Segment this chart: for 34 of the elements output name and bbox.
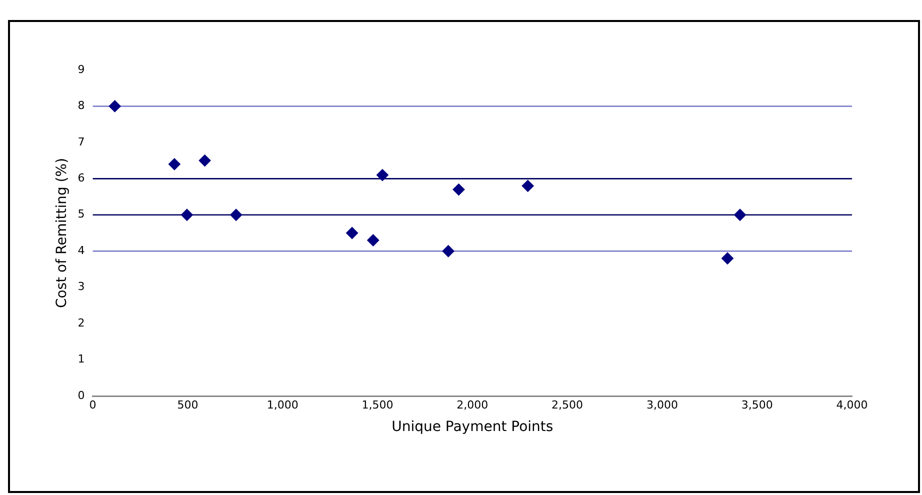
y-tick-label: 5 <box>78 208 85 221</box>
point <box>180 208 193 221</box>
point <box>522 180 534 192</box>
x-tick-label: 1,000 <box>266 398 298 412</box>
point <box>346 227 358 239</box>
x-tick-label: 3,000 <box>646 398 678 412</box>
point <box>376 169 388 182</box>
y-tick-label: 0 <box>78 388 85 402</box>
point <box>230 208 242 221</box>
x-tick-label: 4,000 <box>836 398 868 412</box>
y-axis-title: Cost of Remitting (%) <box>54 158 70 308</box>
y-tick-label: 6 <box>78 172 85 185</box>
y-tick-label: 8 <box>78 99 85 112</box>
x-tick-label: 2,000 <box>456 398 488 412</box>
y-tick-label: 3 <box>78 280 85 294</box>
point <box>452 184 465 196</box>
x-axis-title: Unique Payment Points <box>392 419 554 436</box>
x-tick-label: 500 <box>177 398 198 412</box>
point <box>442 245 454 258</box>
y-tick-label: 9 <box>78 62 85 76</box>
y-tick-label: 4 <box>78 244 85 257</box>
x-tick-label: 2,500 <box>552 398 584 412</box>
point <box>198 154 211 167</box>
y-tick-label: 2 <box>78 316 85 330</box>
x-tick-label: 1,500 <box>362 398 394 412</box>
point <box>367 234 380 246</box>
y-tick-label: 7 <box>78 135 85 148</box>
point <box>721 252 734 264</box>
point <box>734 208 746 221</box>
y-tick-label: 1 <box>78 352 85 366</box>
point <box>108 100 121 112</box>
x-tick-label: 0 <box>89 398 96 412</box>
point <box>168 158 180 170</box>
x-tick-label: 3,500 <box>741 398 773 412</box>
